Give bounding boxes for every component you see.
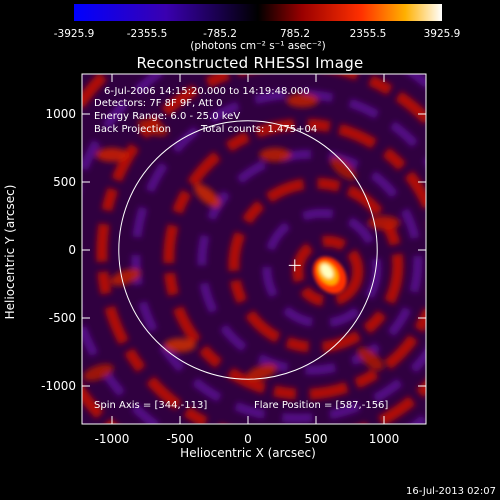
flare-source — [313, 256, 347, 294]
artifact-blob — [164, 338, 196, 353]
artifact-blob — [246, 363, 277, 381]
artifact-blob — [286, 93, 319, 108]
x-tick-label: 500 — [304, 432, 328, 446]
artifact-blob — [259, 147, 292, 162]
colorbar-tick: -2355.5 — [126, 28, 168, 40]
ring-arc — [292, 235, 364, 307]
plot-title: Reconstructed RHESSI Image — [136, 54, 364, 72]
y-tick-label: 0 — [68, 243, 76, 257]
ring-arc — [96, 74, 426, 424]
overlay — [118, 120, 378, 380]
axis-ticks — [82, 74, 426, 424]
colorbar-tick: 785.2 — [279, 28, 311, 40]
ring-arc — [228, 177, 404, 353]
x-tick-label: 1000 — [368, 432, 400, 446]
flare-peak — [320, 264, 333, 279]
artifact-blob — [96, 147, 128, 162]
solar-limb-circle — [118, 120, 378, 380]
artifact-blob — [357, 347, 384, 371]
artifact-blob — [194, 184, 221, 208]
flare-position-text: Flare Position = [587,-156] — [254, 400, 389, 411]
y-axis-label: Heliocentric Y (arcsec) — [3, 184, 17, 320]
artifact-blob — [330, 156, 357, 180]
colorbar-tick: -785.2 — [203, 28, 237, 40]
ring-arc — [262, 208, 382, 328]
artifact-blob — [110, 268, 141, 286]
y-tick-label: 1000 — [45, 107, 76, 121]
colorbar-tick: -3925.9 — [53, 28, 95, 40]
algorithm-text: Back Projection — [94, 124, 171, 135]
x-tick-label: 0 — [244, 432, 252, 446]
time-range-text: 6-Jul-2006 14:15:20.000 to 14:19:48.000 — [104, 86, 310, 97]
artifact-blob — [83, 363, 114, 381]
ring-arc — [131, 89, 426, 423]
colorbar-tick: 3925.9 — [423, 28, 461, 40]
colorbar-units: (photons cm⁻² s⁻¹ asec⁻²) — [190, 40, 326, 52]
spin-axis-text: Spin Axis = [344,-113] — [94, 400, 208, 411]
colorbar-tick: 2355.5 — [349, 28, 387, 40]
x-axis-label: Heliocentric X (arcsec) — [180, 446, 316, 460]
x-tick-label: -1000 — [94, 432, 130, 446]
detectors-text: Detectors: 7F 8F 9F, Att 0 — [94, 98, 223, 109]
ring-arc — [163, 118, 426, 400]
energy-range-text: Energy Range: 6.0 - 25.0 keV — [94, 111, 241, 122]
plot-frame — [81, 73, 427, 425]
artifact-blob — [137, 119, 169, 137]
artifact-blob — [368, 215, 400, 230]
y-tick-label: 500 — [53, 175, 76, 189]
total-counts-text: Total counts: 1.475+04 — [201, 124, 318, 135]
y-tick-label: -500 — [48, 311, 76, 325]
y-tick-label: -1000 — [41, 379, 76, 393]
timestamp-footer: 16-Jul-2013 02:07 — [405, 486, 496, 497]
x-tick-label: -500 — [166, 432, 194, 446]
colorbar-gradient — [74, 4, 442, 21]
ring-arc — [197, 149, 423, 375]
